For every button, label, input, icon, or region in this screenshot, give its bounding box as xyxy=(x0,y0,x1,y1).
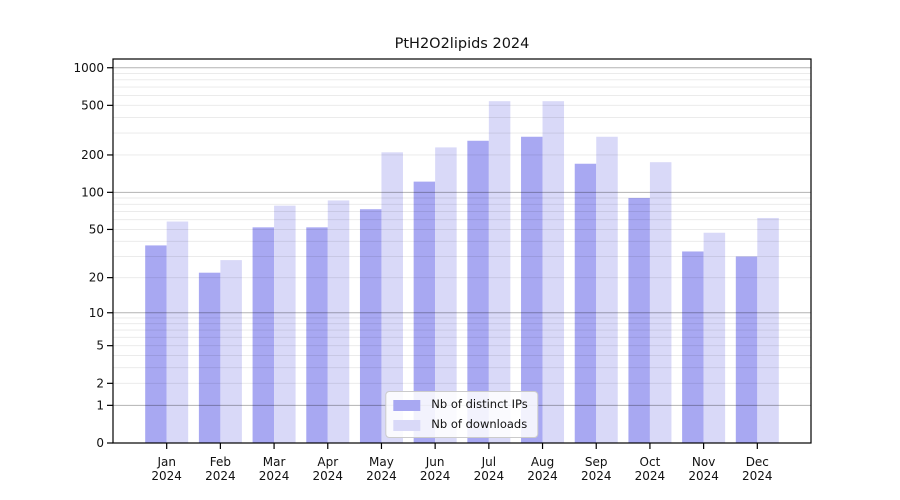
x-tick-label-year: 2024 xyxy=(151,469,182,483)
legend-label-downloads: Nb of downloads xyxy=(431,417,528,432)
bar xyxy=(327,200,350,443)
bar xyxy=(682,251,704,443)
bar xyxy=(488,101,511,444)
bar xyxy=(649,162,672,444)
y-tick-label: 500 xyxy=(81,98,104,112)
y-tick-label: 0 xyxy=(96,436,104,450)
bar xyxy=(359,209,382,443)
legend-item-distinct-ips: Nb of distinct IPs xyxy=(393,397,528,412)
x-tick-label-month: Sep xyxy=(585,455,608,469)
bar xyxy=(542,101,565,444)
y-tick-label: 5 xyxy=(96,339,104,353)
x-tick-label-year: 2024 xyxy=(474,469,505,483)
bar xyxy=(198,272,221,443)
legend: Nb of distinct IPs Nb of downloads xyxy=(385,391,539,438)
y-tick-label: 1000 xyxy=(73,61,104,75)
bar xyxy=(596,136,618,443)
x-tick-label-month: Aug xyxy=(531,455,554,469)
y-tick-label: 200 xyxy=(81,148,104,162)
bar xyxy=(145,245,167,443)
bar xyxy=(252,227,275,443)
legend-swatch-distinct-ips xyxy=(393,399,421,411)
x-tick-label-year: 2024 xyxy=(581,469,612,483)
x-tick-label-year: 2024 xyxy=(688,469,719,483)
y-tick-label: 1 xyxy=(96,398,104,412)
bar xyxy=(521,136,543,443)
bar xyxy=(166,221,189,443)
y-tick-label: 20 xyxy=(89,271,104,285)
x-tick-label-year: 2024 xyxy=(205,469,236,483)
y-tick-label: 50 xyxy=(89,222,104,236)
bar xyxy=(735,256,758,443)
bar xyxy=(381,152,403,443)
y-tick-label: 100 xyxy=(81,185,104,199)
x-tick-label-month: Jul xyxy=(481,455,496,469)
x-tick-label-year: 2024 xyxy=(742,469,773,483)
x-tick-label-month: Dec xyxy=(746,455,769,469)
x-tick-label-month: Oct xyxy=(640,455,661,469)
bar xyxy=(628,197,650,443)
x-tick-label-month: Nov xyxy=(692,455,715,469)
x-tick-label-year: 2024 xyxy=(527,469,558,483)
x-tick-label-year: 2024 xyxy=(420,469,451,483)
x-tick-label-month: Jan xyxy=(156,455,176,469)
y-tick-label: 10 xyxy=(89,306,104,320)
bar xyxy=(220,260,242,443)
legend-label-distinct-ips: Nb of distinct IPs xyxy=(431,397,528,412)
bar xyxy=(703,232,726,443)
x-tick-label-year: 2024 xyxy=(635,469,666,483)
x-tick-label-month: Jun xyxy=(425,455,445,469)
legend-swatch-downloads xyxy=(393,419,421,431)
legend-item-downloads: Nb of downloads xyxy=(393,418,527,432)
x-tick-label-month: Feb xyxy=(210,455,231,469)
x-tick-label-month: Mar xyxy=(263,455,286,469)
bar xyxy=(306,227,328,443)
x-tick-label-year: 2024 xyxy=(366,469,397,483)
plot-frame xyxy=(112,58,812,444)
bar xyxy=(435,147,457,443)
y-tick-label: 2 xyxy=(96,376,104,390)
x-tick-label-month: Apr xyxy=(317,455,338,469)
bar xyxy=(274,205,296,443)
bar xyxy=(574,163,597,444)
x-tick-label-month: May xyxy=(369,455,394,469)
x-tick-label-year: 2024 xyxy=(312,469,343,483)
bar xyxy=(467,140,489,443)
chart-title: PtH2O2lipids 2024 xyxy=(394,36,530,52)
x-tick-label-year: 2024 xyxy=(259,469,290,483)
bar xyxy=(757,217,779,443)
bar xyxy=(413,181,436,443)
